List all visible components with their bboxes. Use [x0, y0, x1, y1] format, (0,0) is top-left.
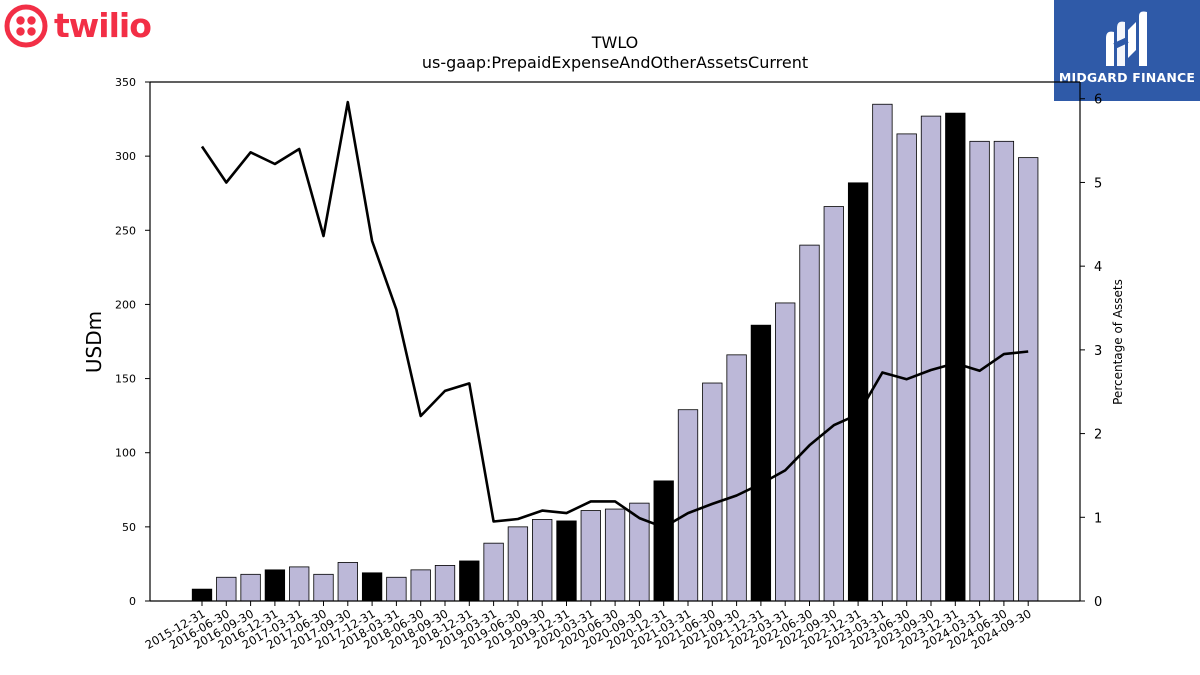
bar-2023-12-31 — [945, 112, 966, 602]
bar-2018-12-31 — [459, 560, 480, 602]
y-tick-label: 350 — [115, 76, 136, 89]
bar-2020-03-31 — [580, 510, 601, 602]
y-tick-label: 300 — [115, 150, 136, 163]
bar-series — [191, 103, 1039, 602]
bar-2022-12-31 — [847, 182, 869, 602]
y2-tick-label: 0 — [1094, 595, 1102, 610]
bar-2021-06-30 — [702, 382, 723, 602]
y-tick-label: 100 — [115, 447, 136, 460]
y-tick-label: 0 — [129, 595, 136, 608]
midgard-wordmark: MIDGARD FINANCE — [1058, 70, 1196, 85]
bar-2016-06-30 — [216, 576, 237, 602]
chart-subtitle: us-gaap:PrepaidExpenseAndOtherAssetsCurr… — [422, 53, 808, 72]
bar-2017-09-30 — [337, 562, 358, 602]
bar-2015-12-31 — [191, 588, 213, 602]
midgard-mark-icon — [1106, 11, 1147, 67]
bar-2022-06-30 — [799, 244, 820, 602]
bar-2018-06-30 — [410, 569, 431, 602]
bar-2021-03-31 — [677, 409, 699, 602]
y-tick-label: 250 — [115, 224, 136, 237]
bar-2021-09-30 — [726, 354, 747, 602]
chart-title: TWLO — [591, 33, 639, 52]
bar-2023-09-30 — [920, 115, 942, 602]
y2-tick-label: 5 — [1094, 176, 1102, 191]
y2-tick-label: 4 — [1094, 260, 1102, 275]
twilio-logo-icon — [4, 4, 48, 48]
bar-2023-03-31 — [872, 103, 893, 602]
bar-2016-09-30 — [240, 573, 261, 602]
bar-2024-09-30 — [1018, 157, 1039, 602]
y2-tick-label: 2 — [1094, 428, 1102, 443]
y-tick-label: 50 — [122, 521, 136, 534]
bar-2021-12-31 — [750, 324, 772, 602]
line-series — [200, 100, 1029, 529]
bar-2023-06-30 — [896, 133, 917, 602]
bar-2019-03-31 — [483, 542, 504, 602]
bar-2019-12-31 — [556, 520, 577, 602]
bar-2017-12-31 — [361, 572, 383, 602]
bar-2018-09-30 — [434, 565, 456, 602]
twilio-wordmark: twilio — [54, 6, 152, 45]
y2-tick-label: 6 — [1094, 93, 1102, 108]
bar-2016-12-31 — [264, 569, 286, 602]
bar-2018-03-31 — [386, 576, 407, 602]
bar-2019-06-30 — [507, 526, 529, 602]
y-axis-label: USDm — [82, 311, 106, 373]
bar-2019-09-30 — [532, 519, 553, 602]
bar-2024-06-30 — [993, 140, 1015, 602]
y2-tick-label: 3 — [1094, 344, 1102, 359]
bar-2022-03-31 — [775, 302, 796, 602]
bar-2017-06-30 — [313, 573, 334, 602]
bar-2020-06-30 — [604, 508, 626, 602]
y-tick-label: 200 — [115, 298, 136, 311]
y2-tick-label: 1 — [1094, 511, 1102, 526]
bar-2022-09-30 — [823, 206, 844, 602]
bar-2020-12-31 — [653, 480, 674, 602]
y2-axis-label: Percentage of Assets — [1111, 279, 1125, 405]
midgard-finance-logo: MIDGARD FINANCE — [1054, 0, 1200, 101]
bar-2017-03-31 — [289, 566, 310, 602]
axes: 05010015020025030035001234562015-12-3120… — [115, 76, 1102, 652]
twilio-logo: twilio — [4, 4, 154, 50]
y-tick-label: 150 — [115, 373, 136, 386]
percentage-of-assets-line — [200, 100, 1029, 529]
